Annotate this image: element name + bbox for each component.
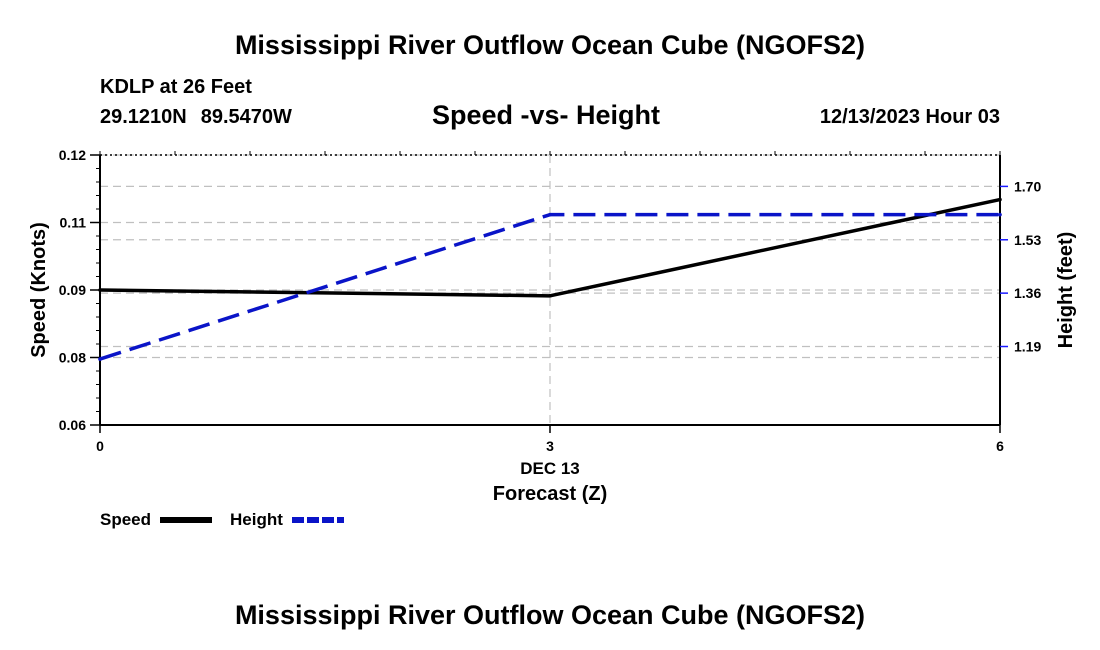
y-tick-label-left: 0.08 <box>59 350 86 366</box>
y-tick-label-right: 1.70 <box>1014 178 1041 194</box>
y-tick-label-left: 0.09 <box>59 282 86 298</box>
grid-layer <box>100 154 1000 425</box>
axis-layer: 0.06 0.08 0.09 0.11 0.12 1.19 1.36 1.53 1.70 0 3 6 D… <box>28 147 1077 505</box>
data-point-height <box>998 212 1002 217</box>
footer-title: Mississippi River Outflow Ocean Cube (NG… <box>234 600 866 630</box>
x-tick-label: 6 <box>996 438 1004 454</box>
y-tick-label-left: 0.06 <box>59 417 86 433</box>
legend-label-height: Height <box>230 510 283 529</box>
forecast-timestamp: 12/13/2023 Hour 03 <box>819 106 1000 128</box>
y-axis-title-left: Speed (Knots) <box>28 222 50 358</box>
latitude-label: 29.1210N <box>100 106 187 128</box>
data-point-height <box>548 212 552 217</box>
x-axis-date-label: DEC 13 <box>520 459 580 478</box>
data-point-speed <box>98 288 102 292</box>
station-label: KDLP at 26 Feet <box>100 76 252 98</box>
y-tick-label-left: 0.11 <box>60 215 87 231</box>
x-tick-label: 0 <box>96 438 104 454</box>
y-tick-label-right: 1.19 <box>1014 339 1041 355</box>
data-point-speed <box>998 197 1002 202</box>
chart-title: Mississippi River Outflow Ocean Cube (NG… <box>234 30 866 60</box>
data-point-speed <box>548 294 552 298</box>
chart-subtitle: Speed -vs- Height <box>432 100 661 130</box>
y-tick-label-right: 1.53 <box>1014 232 1041 248</box>
y-tick-label-right: 1.36 <box>1014 285 1041 301</box>
x-axis-title: Forecast (Z) <box>493 483 607 505</box>
y-axis-title-right: Height (feet) <box>1055 232 1077 349</box>
station-coordinates: 29.1210N 89.5470W <box>100 106 292 129</box>
data-point-height <box>98 357 102 361</box>
x-tick-label: 3 <box>546 438 554 454</box>
y-tick-label-left: 0.12 <box>59 147 86 163</box>
legend: Speed Height <box>100 510 344 529</box>
legend-label-speed: Speed <box>100 510 151 529</box>
longitude-label: 89.5470W <box>200 106 292 128</box>
series-layer <box>98 197 1002 361</box>
